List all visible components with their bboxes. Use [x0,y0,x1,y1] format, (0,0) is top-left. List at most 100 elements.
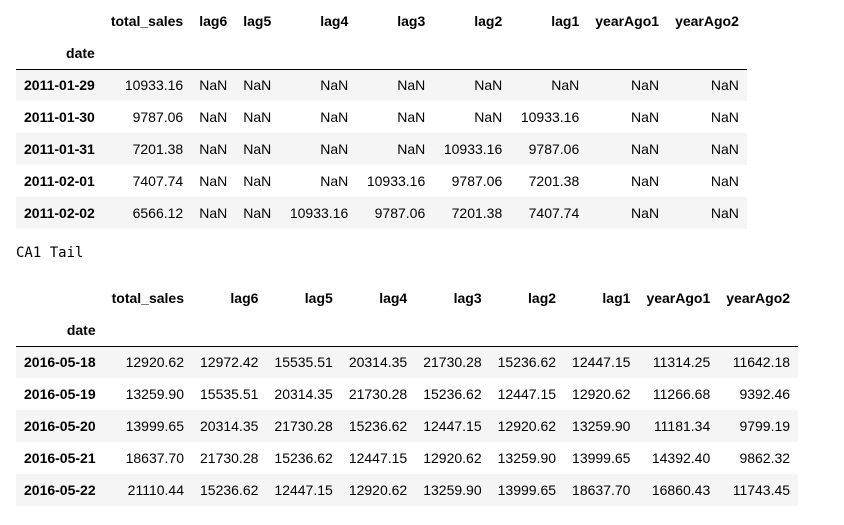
table-cell: 9787.06 [451,173,503,189]
table-row: 2016-05-20 13999.65 20314.35 21730.28 15236.… [16,410,799,442]
table-cell: 15535.51 [274,354,333,371]
table-row: 2011-01-31 7201.38 NaN NaN NaN NaN 10933.16 978… [16,133,747,165]
table-cell: 15236.62 [497,354,557,371]
table-row: 2011-02-01 7407.74 NaN NaN NaN 10933.16 9787.0… [16,165,747,197]
row-index-date: 2011-01-29 [24,77,95,94]
table-cell: 20314.35 [200,418,259,434]
corner-cell [16,4,103,37]
table-row: 2016-05-21 18637.70 21730.28 15236.62 12447.… [16,442,799,474]
table-cell: 7407.74 [528,205,580,221]
table-cell: 13259.90 [497,450,557,466]
table-cell: NaN [631,109,660,125]
table-cell: 12920.62 [423,450,482,466]
column-header: yearAgo1 [595,12,660,29]
table-cell: 12920.62 [348,482,408,498]
column-header: lag4 [379,289,408,306]
table-cell: NaN [243,173,272,189]
table-cell: NaN [199,173,228,189]
column-header: lag6 [230,289,259,306]
table-cell: 15236.62 [348,418,408,434]
table-cell: 9787.06 [132,109,184,125]
tail-table-body: 2016-05-18 12920.62 12972.42 15535.51 20314.… [16,346,799,506]
table-cell: 9862.32 [739,450,791,466]
table-cell: 12920.62 [497,418,557,434]
row-index-date: 2016-05-22 [24,482,96,498]
table-cell: 9799.19 [739,418,791,434]
table-cell: NaN [397,141,426,157]
table-cell: NaN [397,109,426,125]
table-cell: NaN [631,77,660,94]
table-cell: NaN [710,173,739,189]
column-header: total_sales [111,289,184,306]
table-cell: 21110.44 [127,482,184,498]
table-cell: 6566.12 [132,205,184,221]
table-cell: 11743.45 [732,482,791,498]
row-index-date: 2016-05-21 [24,450,96,466]
table-cell: 9787.06 [374,205,426,221]
table-cell: NaN [710,141,739,157]
table-cell: 15535.51 [200,386,259,402]
table-row: 2011-02-02 6566.12 NaN NaN 10933.16 9787.06 72… [16,197,747,229]
table-cell: 12447.15 [572,354,631,371]
row-index-date: 2016-05-19 [24,386,96,402]
column-header: lag2 [528,289,557,306]
table-cell: NaN [199,109,228,125]
table-cell: 7201.38 [451,205,503,221]
table-cell: 18637.70 [572,482,631,498]
table-cell: 12920.62 [572,386,631,402]
table-cell: 7201.38 [528,173,580,189]
table-cell: 7201.38 [132,141,184,157]
table-row: 2011-01-29 10933.16 NaN NaN NaN NaN NaN NaN NaN N… [16,69,747,101]
row-index-date: 2011-02-01 [24,173,95,189]
head-table-body: 2011-01-29 10933.16 NaN NaN NaN NaN NaN NaN NaN N… [16,69,747,229]
row-index-date: 2016-05-20 [24,418,96,434]
table-cell: 12447.15 [423,418,482,434]
column-header: lag3 [453,289,482,306]
table-cell: 10933.16 [366,173,426,189]
table-cell: 10933.16 [443,141,503,157]
table-cell: 13999.65 [125,418,184,434]
row-index-date: 2016-05-18 [24,354,96,371]
table-cell: 7407.74 [132,173,184,189]
table-cell: 12972.42 [200,354,259,371]
row-index-date: 2011-02-02 [24,205,95,221]
column-header: lag3 [397,12,426,29]
table-cell: 15236.62 [423,386,482,402]
head-dataframe-table: total_sales lag6 lag5 lag4 lag3 lag2 lag… [16,4,747,229]
table-cell: 11266.68 [652,386,711,402]
column-header: yearAgo2 [675,12,739,29]
column-header: total_sales [110,12,184,29]
table-cell: 10933.16 [124,77,184,94]
index-name: date [16,314,104,347]
table-row: 2016-05-19 13259.90 15535.51 20314.35 21730.… [16,378,799,410]
tail-dataframe-table: total_sales lag6 lag5 lag4 lag3 lag2 lag… [16,281,799,506]
index-name: date [16,37,103,70]
table-cell: 12447.15 [348,450,408,466]
column-header: lag4 [320,12,349,29]
table-cell: NaN [243,77,272,94]
table-cell: 11642.18 [732,354,791,371]
table-cell: 21730.28 [274,418,333,434]
table-row: 2016-05-18 12920.62 12972.42 15535.51 20314.… [16,346,799,378]
table-cell: 13999.65 [572,450,631,466]
column-header: yearAgo2 [726,289,791,306]
table-cell: 16860.43 [651,482,711,498]
table-cell: 9787.06 [528,141,580,157]
table-cell: NaN [320,173,349,189]
table-cell: 12447.15 [497,386,557,402]
table-cell: NaN [320,109,349,125]
table-cell: NaN [631,205,660,221]
table-cell: 11181.34 [653,418,711,434]
table-cell: 13259.90 [125,386,184,402]
table-cell: 9392.46 [739,386,791,402]
table-cell: 13999.65 [497,482,557,498]
table-cell: NaN [320,141,349,157]
table-cell: NaN [243,205,272,221]
table-cell: 12447.15 [274,482,333,498]
table-cell: 21730.28 [423,354,482,371]
column-header: lag1 [551,12,580,29]
table-cell: 12920.62 [125,354,184,371]
table-cell: NaN [320,77,349,94]
table-cell: NaN [199,205,228,221]
table-cell: 21730.28 [200,450,259,466]
